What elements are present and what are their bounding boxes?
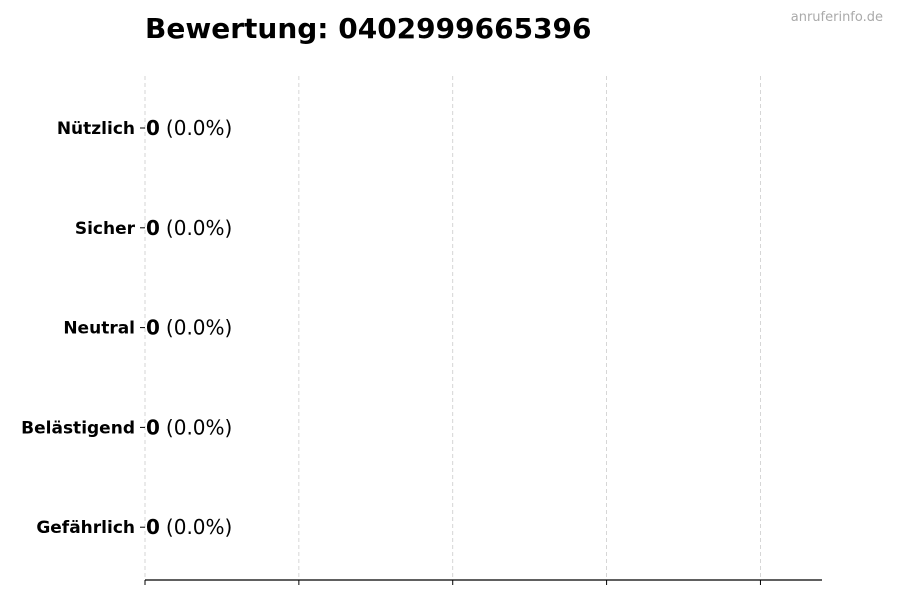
data-label-count: 0: [146, 116, 160, 140]
data-label-count: 0: [146, 316, 160, 340]
y-tick-label: Sicher: [75, 219, 136, 239]
data-label: 0 (0.0%): [146, 415, 232, 439]
y-tick-label: Neutral: [63, 319, 135, 339]
data-label-percent: (0.0%): [166, 415, 232, 439]
data-label-percent: (0.0%): [166, 515, 232, 539]
data-label-percent: (0.0%): [166, 116, 232, 140]
data-label-percent: (0.0%): [166, 216, 232, 240]
watermark: anruferinfo.de: [790, 10, 883, 25]
data-label-count: 0: [146, 415, 160, 439]
y-tick-label: Belästigend: [21, 418, 135, 438]
data-label: 0 (0.0%): [146, 316, 232, 340]
y-tick-label: Gefährlich: [36, 518, 135, 538]
data-label-percent: (0.0%): [166, 316, 232, 340]
data-label: 0 (0.0%): [146, 116, 232, 140]
data-label: 0 (0.0%): [146, 515, 232, 539]
data-label: 0 (0.0%): [146, 216, 232, 240]
data-label-count: 0: [146, 216, 160, 240]
chart-title: Bewertung: 0402999665396: [145, 12, 592, 45]
data-label-count: 0: [146, 515, 160, 539]
y-tick-label: Nützlich: [57, 119, 135, 139]
